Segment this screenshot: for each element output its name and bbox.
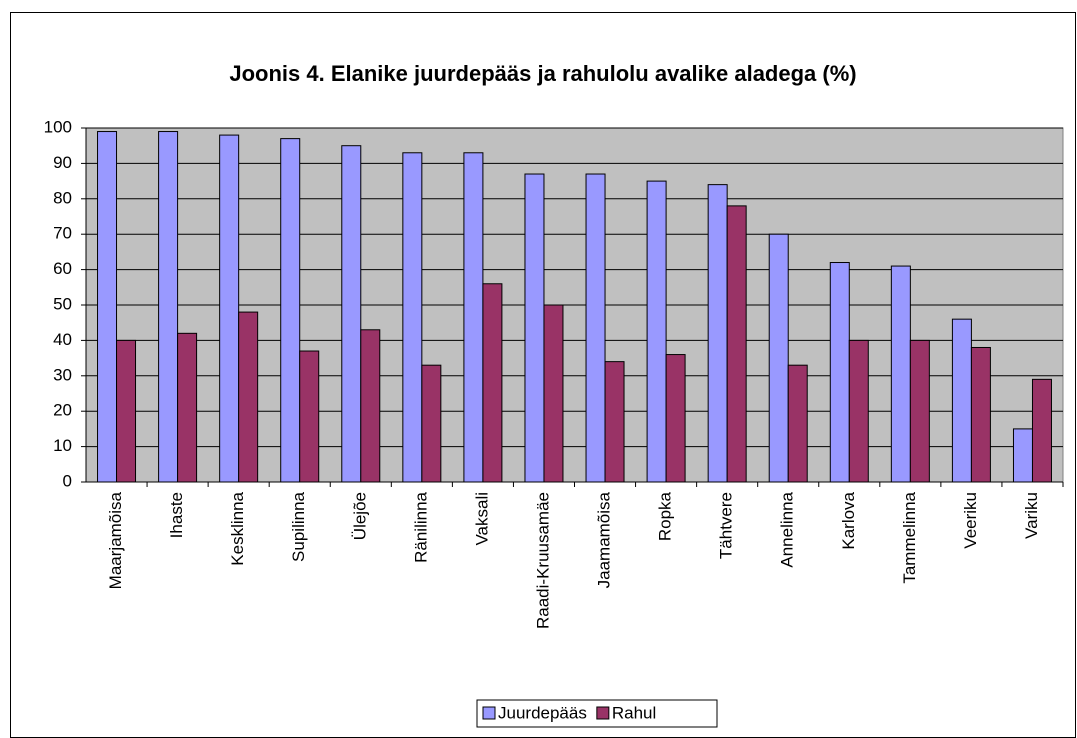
x-tick-label: Tammelinna (900, 491, 919, 583)
bar (665, 354, 686, 483)
bar (585, 173, 606, 483)
bar (177, 332, 198, 483)
bar (421, 364, 442, 483)
bar (402, 152, 423, 483)
x-tick-label: Kesklinna (228, 491, 247, 565)
x-tick-label: Jaamamõisa (595, 491, 614, 588)
legend-label: Rahul (612, 703, 656, 722)
y-tick-label: 100 (44, 117, 72, 136)
x-tick-label: Supilinna (289, 491, 308, 561)
y-tick-label: 90 (53, 153, 72, 172)
bar (116, 339, 137, 483)
bar (1012, 428, 1033, 483)
bar (646, 180, 667, 483)
y-tick-label: 60 (53, 259, 72, 278)
x-tick-label: Ülejõe (350, 492, 369, 540)
y-tick-label: 40 (53, 330, 72, 349)
bar (299, 350, 320, 483)
bar (604, 361, 625, 483)
bar (890, 265, 911, 483)
y-tick-label: 70 (53, 224, 72, 243)
legend-swatch (482, 706, 496, 720)
x-tick-label: Raadi-Kruusamäe (533, 492, 552, 629)
y-tick-label: 0 (63, 471, 72, 490)
bar (482, 283, 503, 483)
y-tick-label: 80 (53, 188, 72, 207)
x-tick-label: Veeriku (961, 492, 980, 549)
x-tick-label: Vaksali (472, 492, 491, 546)
y-tick-label: 30 (53, 365, 72, 384)
bar (848, 339, 869, 483)
legend-swatch (596, 706, 610, 720)
bar (158, 131, 179, 483)
bar (524, 173, 545, 483)
bar (707, 184, 728, 483)
x-tick-label: Ropka (656, 491, 675, 541)
chart-title: Joonis 4. Elanike juurdepääs ja rahulolu… (229, 61, 856, 86)
bar (341, 145, 362, 483)
bar (463, 152, 484, 483)
bar (543, 304, 564, 483)
x-tick-label: Ränilinna (411, 491, 430, 562)
y-tick-label: 20 (53, 401, 72, 420)
bar (1031, 378, 1052, 483)
bar (951, 318, 972, 483)
bar (280, 138, 301, 483)
bar (726, 205, 747, 483)
x-tick-label: Karlova (839, 491, 858, 549)
bar (97, 131, 118, 483)
y-tick-label: 10 (53, 436, 72, 455)
bar (909, 339, 930, 483)
x-tick-label: Ihaste (167, 492, 186, 538)
x-tick-label: Maarjamõisa (106, 491, 125, 589)
bar (238, 311, 259, 483)
bar (360, 329, 381, 483)
legend-label: Juurdepääs (498, 703, 587, 722)
x-tick-label: Annelinna (778, 491, 797, 567)
bar (970, 346, 991, 483)
bar (768, 233, 789, 483)
x-tick-label: Tähtvere (717, 492, 736, 559)
x-tick-label: Variku (1022, 492, 1041, 539)
bar (829, 262, 850, 483)
bar (787, 364, 808, 483)
y-tick-label: 50 (53, 294, 72, 313)
bar (219, 134, 240, 483)
